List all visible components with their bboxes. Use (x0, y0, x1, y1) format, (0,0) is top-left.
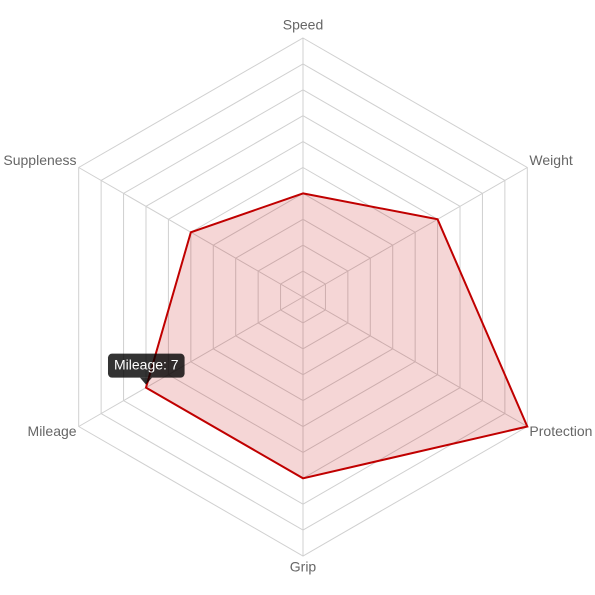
data-point (301, 476, 305, 480)
data-point (301, 191, 305, 195)
data-point (144, 386, 148, 390)
tooltip-caret (139, 377, 152, 385)
axis-label: Grip (290, 559, 317, 575)
spoke (302, 167, 528, 298)
spoke (302, 296, 528, 427)
axis-label: Protection (529, 423, 592, 439)
data-area (144, 192, 529, 480)
axis-label: Speed (283, 17, 323, 33)
spoke (78, 296, 304, 427)
data-point (525, 425, 529, 429)
axis-label: Suppleness (3, 152, 76, 168)
tooltip-text: Mileage: 7 (114, 356, 179, 372)
tooltip-box (107, 353, 185, 378)
data-point (189, 230, 193, 234)
tooltip: Mileage: 7 (107, 353, 185, 378)
axis-label: Weight (529, 152, 572, 168)
axis-label: Mileage (28, 423, 77, 439)
data-point (436, 217, 440, 221)
